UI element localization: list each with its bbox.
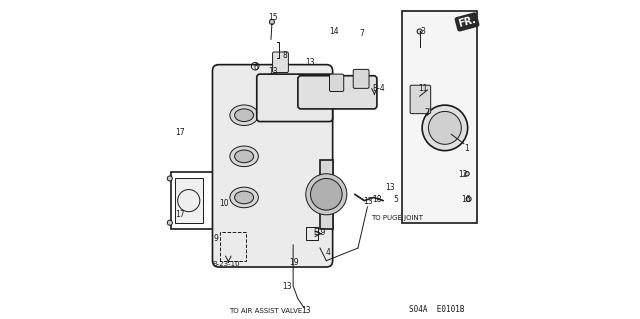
Polygon shape <box>320 160 333 229</box>
Circle shape <box>428 111 461 144</box>
Circle shape <box>306 174 347 215</box>
Text: 4: 4 <box>326 248 330 257</box>
Ellipse shape <box>230 187 259 208</box>
Text: 3: 3 <box>420 27 425 36</box>
Text: 12: 12 <box>458 170 468 179</box>
Circle shape <box>465 172 469 176</box>
Text: 2: 2 <box>424 108 429 117</box>
Polygon shape <box>175 178 203 223</box>
Circle shape <box>466 197 471 202</box>
Text: 17: 17 <box>175 210 184 219</box>
Circle shape <box>218 200 222 204</box>
FancyBboxPatch shape <box>330 74 344 92</box>
Text: 17: 17 <box>175 128 185 137</box>
Text: 5: 5 <box>394 195 398 204</box>
Ellipse shape <box>230 146 259 167</box>
Polygon shape <box>306 227 319 240</box>
Text: 13: 13 <box>283 282 292 291</box>
Text: 14: 14 <box>329 27 339 36</box>
Text: 6: 6 <box>253 63 259 72</box>
FancyBboxPatch shape <box>212 65 333 267</box>
Ellipse shape <box>235 150 253 163</box>
Text: 10: 10 <box>220 199 229 208</box>
Circle shape <box>417 29 422 34</box>
Text: 13: 13 <box>301 306 310 315</box>
Polygon shape <box>402 11 477 223</box>
Circle shape <box>422 105 468 151</box>
FancyBboxPatch shape <box>410 85 431 114</box>
Text: 15: 15 <box>268 13 278 22</box>
FancyBboxPatch shape <box>257 74 333 122</box>
Text: 13: 13 <box>268 67 277 76</box>
Text: S04A  E0101B: S04A E0101B <box>409 305 465 314</box>
Text: 1: 1 <box>465 144 469 153</box>
FancyBboxPatch shape <box>273 52 289 72</box>
Text: 7: 7 <box>359 28 364 38</box>
Text: 19: 19 <box>289 258 299 267</box>
Text: TO PUGE JOINT: TO PUGE JOINT <box>371 215 424 221</box>
Text: 13: 13 <box>364 197 373 206</box>
Ellipse shape <box>230 105 259 125</box>
Ellipse shape <box>235 191 253 204</box>
Ellipse shape <box>235 109 253 122</box>
Text: 11: 11 <box>419 84 428 93</box>
Text: B-23-10: B-23-10 <box>212 261 240 267</box>
Text: B-4: B-4 <box>372 84 385 93</box>
Circle shape <box>167 220 172 225</box>
Text: 13: 13 <box>305 58 315 67</box>
Text: TO AIR ASSIST VALVE: TO AIR ASSIST VALVE <box>229 308 302 314</box>
Text: 8: 8 <box>282 51 287 60</box>
Circle shape <box>310 178 342 210</box>
Text: 18: 18 <box>372 196 381 204</box>
Text: 16: 16 <box>461 195 471 204</box>
Text: 13: 13 <box>385 182 395 191</box>
Text: 9: 9 <box>214 234 219 243</box>
Circle shape <box>269 19 275 25</box>
Text: FR.: FR. <box>457 15 477 29</box>
FancyBboxPatch shape <box>298 76 377 109</box>
Text: E-9: E-9 <box>313 228 325 237</box>
FancyBboxPatch shape <box>353 69 369 88</box>
Circle shape <box>167 176 172 181</box>
